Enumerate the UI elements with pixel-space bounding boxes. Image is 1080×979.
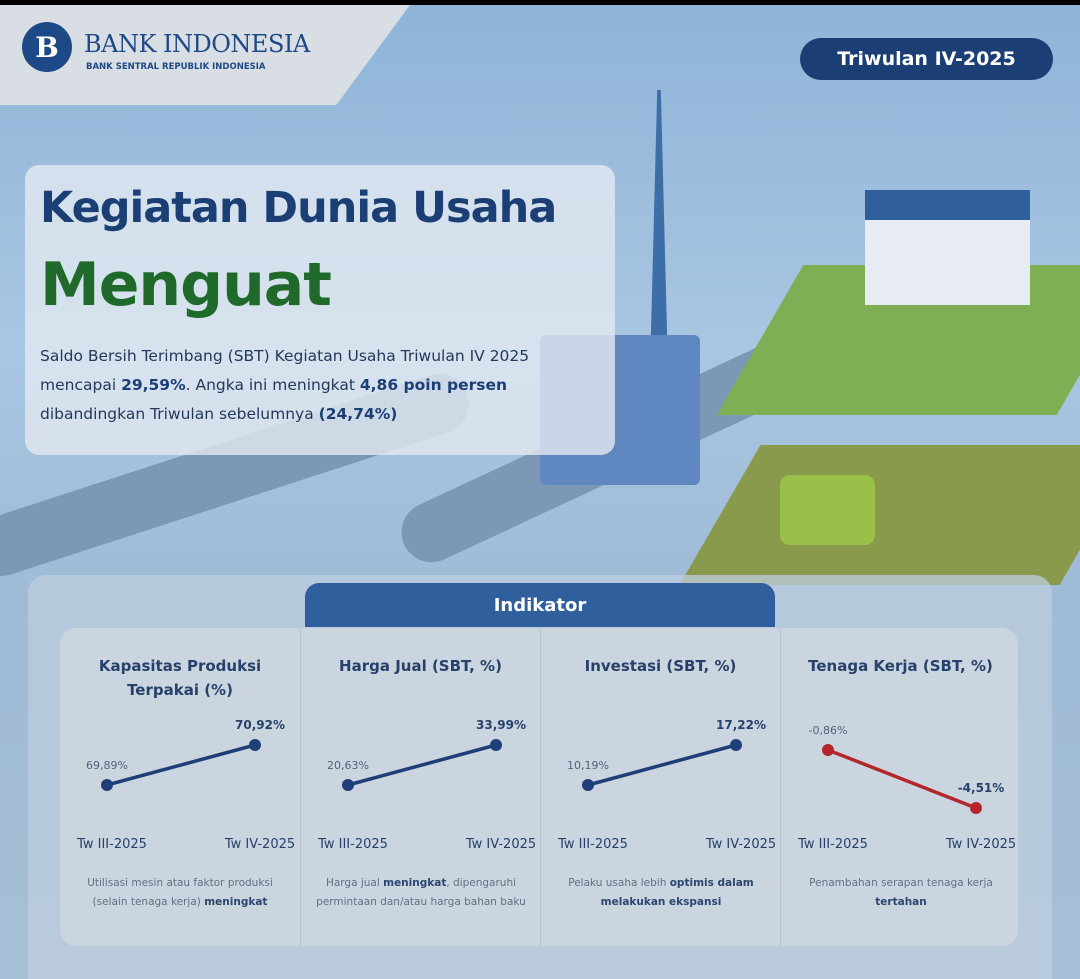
- x-tick-label: Tw IV-2025: [465, 837, 536, 852]
- bank-indonesia-logo: B: [22, 22, 72, 72]
- chart-description: Penambahan serapan tenaga kerja tertahan: [809, 877, 993, 908]
- x-tick-label: Tw III-2025: [76, 837, 147, 852]
- line-chart: 10,19% Tw III-2025 17,22% Tw IV-2025: [557, 718, 776, 852]
- data-label: 17,22%: [716, 718, 766, 732]
- period-badge: Triwulan IV-2025: [800, 38, 1053, 80]
- data-label: 20,63%: [327, 759, 369, 772]
- chart-title: Investasi (SBT, %): [584, 657, 737, 675]
- indicator-4: Tenaga Kerja (SBT, %) Penambahan serapan…: [780, 628, 1020, 946]
- data-label: 69,89%: [86, 759, 128, 772]
- chart-description: Harga jual meningkat, dipengaruhi permin…: [316, 877, 526, 908]
- data-point: [582, 779, 594, 791]
- indicator-card: [60, 628, 1018, 946]
- bank-subtitle: BANK SENTRAL REPUBLIK INDONESIA: [86, 62, 266, 72]
- data-label: 33,99%: [476, 718, 526, 732]
- line-chart: 20,63% Tw III-2025 33,99% Tw IV-2025: [317, 718, 536, 852]
- x-tick-label: Tw IV-2025: [945, 837, 1016, 852]
- line-chart: 69,89% Tw III-2025 70,92% Tw IV-2025: [76, 718, 295, 852]
- data-label: -4,51%: [958, 781, 1005, 795]
- x-tick-label: Tw III-2025: [557, 837, 628, 852]
- indicator-1: Kapasitas Produksi Terpakai (%) Utilisas…: [60, 628, 300, 946]
- data-label: 10,19%: [567, 759, 609, 772]
- hero-description: Saldo Bersih Terimbang (SBT) Kegiatan Us…: [40, 347, 530, 423]
- data-point: [730, 739, 742, 751]
- x-tick-label: Tw III-2025: [797, 837, 868, 852]
- data-point: [101, 779, 113, 791]
- hero-title-emphasis: Menguat: [40, 250, 332, 320]
- data-point: [822, 744, 834, 756]
- line-chart: -0,86% Tw III-2025 -4,51% Tw IV-2025: [797, 724, 1016, 852]
- bank-name: BANK INDONESIA: [84, 30, 310, 58]
- indicator-2: Harga Jual (SBT, %) Harga jual meningkat…: [300, 628, 540, 946]
- chart-title: Kapasitas Produksi Terpakai (%): [98, 657, 262, 699]
- data-point: [970, 802, 982, 814]
- chart-title: Harga Jual (SBT, %): [339, 657, 502, 675]
- data-label: -0,86%: [809, 724, 848, 737]
- series-line: [587, 743, 737, 787]
- series-line: [827, 748, 977, 810]
- data-point: [490, 739, 502, 751]
- data-point: [342, 779, 354, 791]
- chart-description: Pelaku usaha lebih optimis dalam melakuk…: [568, 877, 754, 908]
- indicator-3: Investasi (SBT, %) Pelaku usaha lebih op…: [540, 628, 780, 946]
- series-line: [347, 743, 497, 787]
- hero-card: [25, 165, 615, 455]
- chart-title: Tenaga Kerja (SBT, %): [808, 657, 993, 675]
- data-point: [249, 739, 261, 751]
- chart-description: Utilisasi mesin atau faktor produksi (se…: [87, 877, 273, 908]
- x-tick-label: Tw III-2025: [317, 837, 388, 852]
- x-tick-label: Tw IV-2025: [224, 837, 295, 852]
- indicator-tab: Indikator: [305, 583, 775, 627]
- series-line: [106, 743, 256, 787]
- hero-title: Kegiatan Dunia Usaha: [40, 183, 557, 233]
- x-tick-label: Tw IV-2025: [705, 837, 776, 852]
- data-label: 70,92%: [235, 718, 285, 732]
